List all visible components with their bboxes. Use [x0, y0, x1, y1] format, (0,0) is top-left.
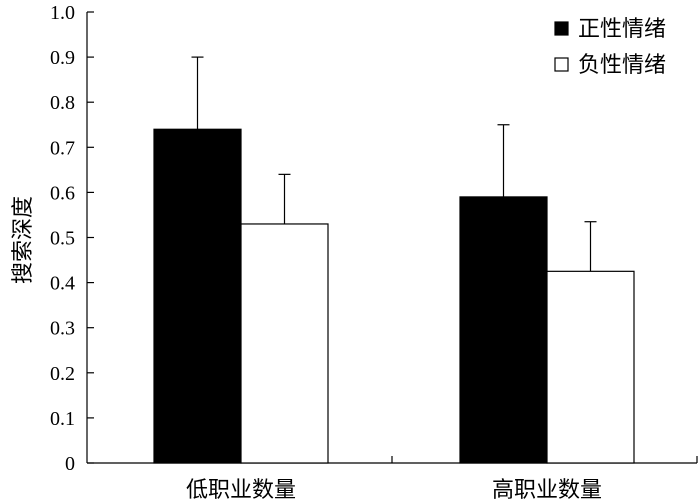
y-tick-label: 0 — [65, 453, 75, 475]
x-tick-label: 低职业数量 — [186, 478, 296, 503]
bar — [153, 128, 242, 464]
legend-label: 负性情绪 — [578, 53, 666, 78]
y-tick-label: 0.7 — [50, 137, 75, 159]
y-tick-label: 0.5 — [50, 228, 75, 250]
y-axis-title: 搜索深度 — [11, 196, 36, 284]
bar — [459, 196, 548, 464]
y-tick-label: 0.2 — [50, 363, 75, 385]
error-bars — [191, 56, 597, 272]
legend-swatch — [554, 57, 569, 72]
y-axis: 0 0.1 0.2 0.3 0.4 0.5 0.6 0.7 0.8 0.9 1.0 — [50, 2, 94, 475]
bars — [153, 128, 635, 464]
x-tick-label: 高职业数量 — [492, 478, 602, 503]
bar — [546, 270, 635, 464]
legend-label: 正性情绪 — [578, 17, 666, 42]
y-tick-label: 0.4 — [50, 273, 75, 295]
y-tick-label: 0.3 — [50, 318, 75, 340]
y-tick-label: 0.9 — [50, 47, 75, 69]
legend-swatch — [554, 21, 569, 36]
y-tick-label: 0.8 — [50, 92, 75, 114]
y-tick-label: 0.6 — [50, 182, 75, 204]
y-tick-label: 0.1 — [50, 408, 75, 430]
bar — [240, 223, 329, 464]
y-tick-label: 1.0 — [50, 2, 75, 24]
